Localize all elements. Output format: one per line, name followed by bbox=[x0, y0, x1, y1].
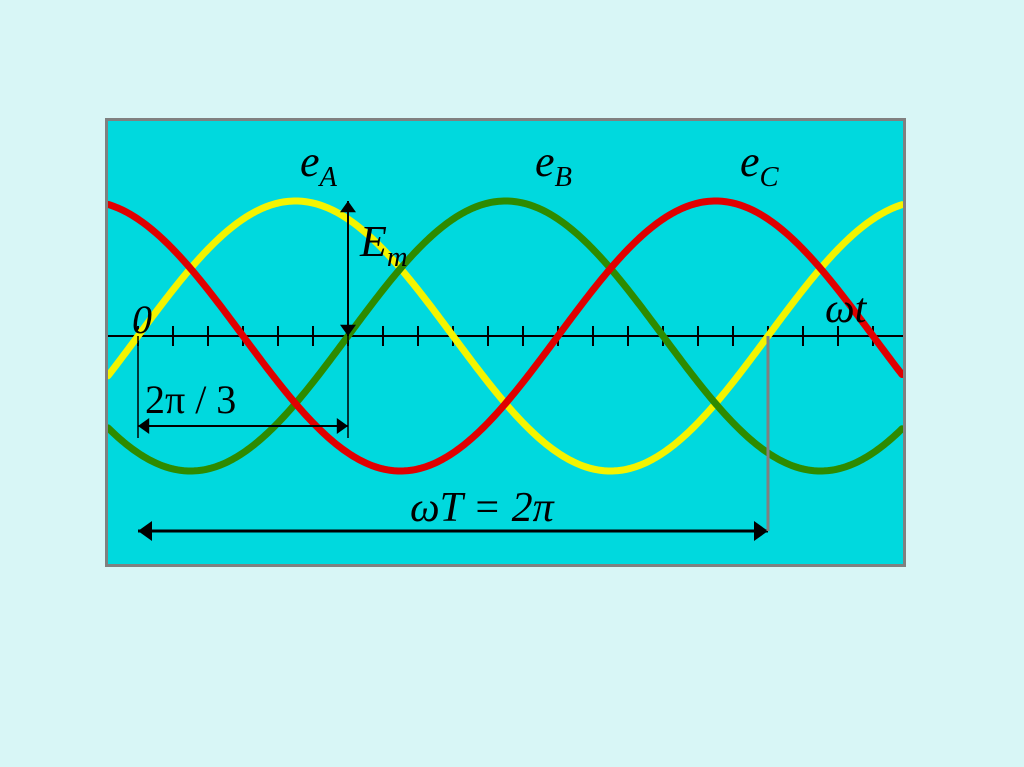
label-origin-zero: 0 bbox=[132, 300, 152, 340]
page-background: eA eB eC Em 0 ωt 2π / 3 ωT = 2π bbox=[0, 0, 1024, 767]
label-eB: eB bbox=[535, 140, 572, 192]
label-eA: eA bbox=[300, 140, 337, 192]
label-period-2pi: ωT = 2π bbox=[410, 487, 554, 529]
label-phase-2pi3: 2π / 3 bbox=[145, 380, 236, 420]
label-omega-t: ωt bbox=[825, 288, 866, 330]
label-eC: eC bbox=[740, 140, 779, 192]
label-Em: Em bbox=[360, 220, 408, 272]
